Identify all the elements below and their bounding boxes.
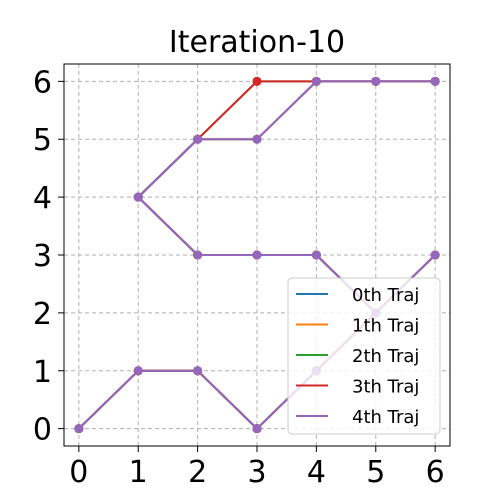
data-point (252, 250, 262, 260)
legend-box (287, 277, 441, 435)
series-line (137, 80, 436, 198)
data-point (74, 424, 84, 434)
data-point (311, 250, 321, 260)
legend-label: 3th Traj (352, 377, 419, 398)
series-line (137, 80, 436, 198)
y-tick-label: 0 (33, 413, 52, 448)
legend-label: 0th Traj (352, 285, 419, 306)
x-tick-label: 4 (307, 455, 326, 490)
x-tick-label: 3 (247, 455, 266, 490)
legend-label: 1th Traj (352, 316, 419, 337)
data-point (133, 192, 143, 202)
x-tick-label: 0 (69, 455, 88, 490)
legend-label: 2th Traj (352, 346, 419, 367)
series-line (137, 80, 436, 198)
data-point (252, 76, 262, 86)
legend: 0th Traj 1th Traj 2th Traj 3th Traj 4th Traj (287, 277, 441, 435)
data-point (252, 134, 262, 144)
x-tick-label: 6 (426, 455, 445, 490)
chart-title: Iteration-10 (169, 25, 345, 60)
data-point (311, 76, 321, 86)
tick-layer: 0 1 2 3 4 5 6 0 1 2 3 4 5 6 (33, 65, 445, 490)
data-point (371, 76, 381, 86)
data-point (430, 250, 440, 260)
legend-label: 4th Traj (352, 407, 419, 428)
y-tick-label: 2 (33, 297, 52, 332)
data-point (193, 134, 203, 144)
data-point (133, 366, 143, 376)
data-point (193, 366, 203, 376)
data-point (252, 424, 262, 434)
y-tick-label: 1 (33, 355, 52, 390)
series-line (137, 80, 436, 198)
series-4 (74, 76, 440, 434)
data-point (193, 250, 203, 260)
x-tick-label: 5 (366, 455, 385, 490)
y-tick-label: 4 (33, 181, 52, 216)
y-tick-label: 3 (33, 239, 52, 274)
series-line (137, 80, 436, 198)
x-tick-label: 2 (188, 455, 207, 490)
y-tick-label: 5 (33, 123, 52, 158)
x-tick-label: 1 (129, 455, 148, 490)
data-point (430, 76, 440, 86)
y-tick-label: 6 (33, 65, 52, 100)
